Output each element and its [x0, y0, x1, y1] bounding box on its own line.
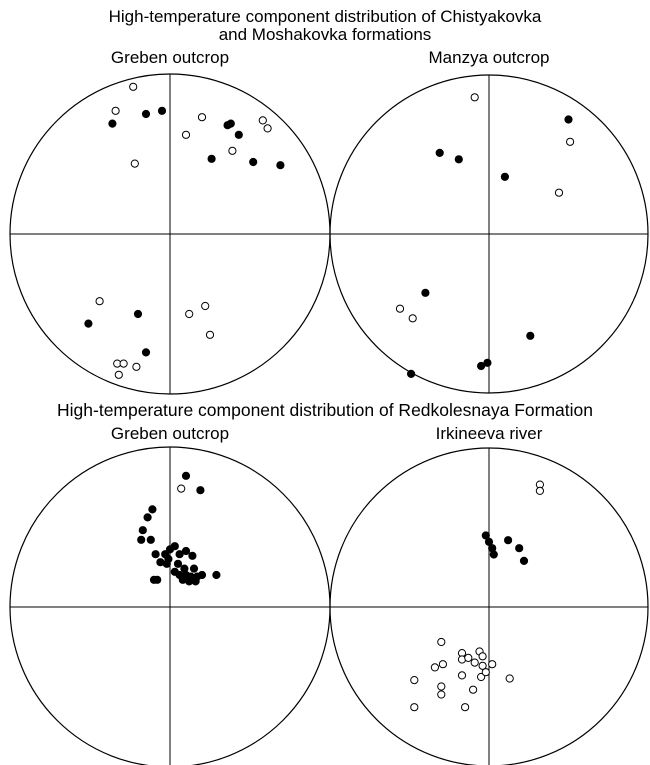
section-1-title-line-1: High-temperature component distribution …: [108, 7, 542, 26]
filled-data-point: [234, 130, 243, 139]
open-data-point: [535, 486, 545, 495]
open-data-point: [437, 682, 446, 691]
stereonet-1: [9, 73, 331, 395]
filled-data-point: [108, 119, 117, 128]
filled-data-point: [153, 575, 162, 584]
open-data-point: [566, 137, 575, 146]
open-data-point: [132, 362, 141, 371]
filled-data-point: [148, 505, 157, 514]
plot-title-manzya: Manzya outcrop: [428, 48, 550, 67]
filled-data-point: [249, 157, 258, 167]
filled-data-point: [191, 577, 200, 586]
stereonet-4: [329, 447, 649, 765]
filled-data-point: [156, 558, 165, 567]
filled-data-point: [421, 288, 430, 297]
open-data-point: [197, 113, 207, 122]
open-data-point: [408, 314, 417, 323]
open-data-point: [130, 159, 139, 168]
filled-data-point: [207, 154, 216, 163]
filled-data-point: [165, 545, 175, 554]
filled-data-point: [173, 559, 183, 568]
section-2-title: High-temperature component distribution …: [57, 400, 593, 420]
filled-data-point: [481, 531, 490, 540]
open-data-point: [469, 685, 478, 694]
open-data-point: [205, 330, 215, 339]
filled-data-point: [138, 526, 147, 535]
open-data-point: [488, 660, 497, 669]
open-data-point: [410, 703, 419, 712]
filled-data-point: [137, 535, 146, 544]
filled-data-point: [196, 486, 205, 495]
filled-data-point: [157, 106, 167, 115]
section-1-title-line-2: and Moshakovka formations: [218, 25, 432, 44]
open-data-point: [430, 663, 439, 672]
open-data-point: [185, 309, 194, 319]
open-data-point: [395, 304, 405, 313]
open-data-point: [470, 658, 479, 667]
filled-data-point: [181, 546, 191, 556]
open-data-point: [457, 671, 467, 680]
open-data-point: [464, 653, 473, 663]
stereonet-2: [329, 74, 649, 394]
open-data-point: [263, 124, 272, 133]
open-data-point: [461, 703, 470, 712]
filled-data-point: [133, 309, 143, 319]
plot-title-greben-2: Greben outcrop: [110, 424, 230, 443]
plot-title-irkineeva: Irkineeva river: [435, 424, 543, 443]
filled-data-point: [141, 109, 151, 119]
open-data-point: [470, 93, 479, 102]
filled-data-point: [143, 513, 152, 522]
filled-data-point: [175, 570, 184, 580]
open-data-point: [95, 297, 104, 306]
filled-data-point: [526, 331, 535, 340]
plot-title-greben-1: Greben outcrop: [110, 48, 230, 67]
open-data-point: [201, 301, 210, 311]
open-data-point: [119, 359, 128, 368]
open-data-point: [111, 106, 120, 115]
filled-data-point: [146, 535, 155, 544]
open-data-point: [129, 82, 138, 91]
open-data-point: [437, 637, 446, 647]
filled-data-point: [407, 369, 416, 378]
filled-data-point: [483, 358, 492, 367]
open-data-point: [554, 188, 564, 197]
filled-data-point: [500, 172, 509, 181]
stereonet-3: [9, 446, 331, 765]
open-data-point: [410, 676, 419, 685]
filled-data-point: [181, 471, 191, 480]
filled-data-point: [515, 544, 524, 553]
filled-data-point: [197, 570, 207, 580]
open-data-point: [181, 130, 191, 139]
open-data-point: [114, 370, 123, 379]
filled-data-point: [212, 570, 221, 580]
filled-data-point: [477, 361, 486, 371]
filled-data-point: [276, 161, 285, 170]
filled-data-point: [141, 348, 151, 357]
filled-data-point: [454, 155, 463, 164]
open-data-point: [228, 146, 237, 155]
filled-data-point: [435, 148, 444, 157]
open-data-point: [177, 484, 186, 493]
open-data-point: [478, 661, 487, 670]
open-data-point: [505, 674, 514, 683]
filled-data-point: [84, 319, 93, 328]
open-data-point: [477, 672, 486, 682]
open-data-point: [437, 690, 446, 699]
filled-data-point: [226, 119, 235, 128]
filled-data-point: [519, 556, 529, 566]
filled-data-point: [151, 550, 160, 559]
filled-data-point: [564, 115, 573, 124]
filled-data-point: [188, 551, 197, 560]
filled-data-point: [175, 550, 184, 559]
filled-data-point: [164, 554, 173, 564]
filled-data-point: [189, 564, 199, 573]
filled-data-point: [504, 536, 513, 545]
open-data-point: [481, 668, 490, 677]
open-data-point: [478, 652, 487, 661]
filled-data-point: [484, 537, 494, 546]
open-data-point: [438, 660, 447, 669]
open-data-point: [258, 116, 267, 125]
filled-data-point: [489, 550, 498, 559]
